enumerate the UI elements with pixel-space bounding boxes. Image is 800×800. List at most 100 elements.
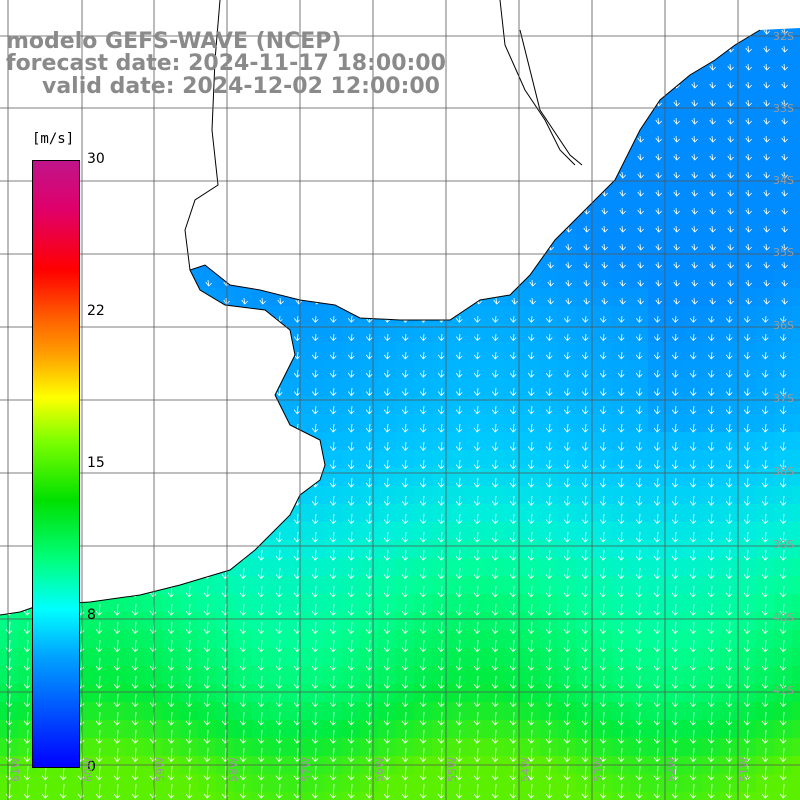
wind-speed-cell <box>738 486 756 504</box>
wind-speed-cell <box>612 612 630 630</box>
wind-speed-cell <box>540 486 558 504</box>
wind-speed-cell <box>144 738 162 756</box>
wind-speed-cell <box>198 684 216 702</box>
wind-speed-cell <box>720 72 738 90</box>
wind-speed-cell <box>774 720 792 738</box>
wind-speed-cell <box>612 396 630 414</box>
wind-speed-cell <box>360 522 378 540</box>
wind-speed-cell <box>360 414 378 432</box>
wind-speed-cell <box>126 684 144 702</box>
wind-speed-cell <box>684 270 702 288</box>
wind-speed-cell <box>270 630 288 648</box>
wind-speed-cell <box>594 198 612 216</box>
wind-speed-cell <box>540 522 558 540</box>
wind-speed-cell <box>414 684 432 702</box>
wind-speed-cell <box>738 306 756 324</box>
wind-speed-cell <box>756 540 774 558</box>
wind-speed-cell <box>792 360 800 378</box>
wind-speed-cell <box>306 486 324 504</box>
wind-speed-cell <box>702 180 720 198</box>
wind-speed-cell <box>648 432 666 450</box>
wind-speed-cell <box>324 504 342 522</box>
wind-speed-cell <box>684 468 702 486</box>
wind-speed-cell <box>360 684 378 702</box>
wind-speed-cell <box>792 558 800 576</box>
wind-speed-cell <box>774 576 792 594</box>
wind-speed-cell <box>774 450 792 468</box>
wind-speed-cell <box>684 378 702 396</box>
wind-speed-cell <box>414 558 432 576</box>
wind-speed-cell <box>468 522 486 540</box>
wind-speed-cell <box>666 432 684 450</box>
wind-speed-cell <box>396 522 414 540</box>
wind-speed-cell <box>162 594 180 612</box>
wind-speed-cell <box>378 684 396 702</box>
wind-speed-cell <box>630 216 648 234</box>
wind-speed-cell <box>720 234 738 252</box>
wind-speed-cell <box>630 648 648 666</box>
wind-speed-cell <box>0 774 18 792</box>
wind-speed-cell <box>774 324 792 342</box>
wind-speed-cell <box>684 504 702 522</box>
wind-speed-cell <box>198 774 216 792</box>
wind-speed-cell <box>522 540 540 558</box>
wind-speed-cell <box>702 126 720 144</box>
wind-speed-cell <box>540 666 558 684</box>
wind-speed-cell <box>216 576 234 594</box>
wind-speed-cell <box>702 486 720 504</box>
wind-speed-cell <box>576 306 594 324</box>
wind-speed-cell <box>342 558 360 576</box>
wind-speed-cell <box>252 594 270 612</box>
wind-speed-cell <box>684 216 702 234</box>
wind-speed-cell <box>594 270 612 288</box>
wind-speed-cell <box>576 522 594 540</box>
wind-speed-cell <box>720 738 738 756</box>
wind-speed-cell <box>558 324 576 342</box>
wind-speed-cell <box>630 270 648 288</box>
wind-speed-cell <box>234 612 252 630</box>
wind-speed-cell <box>396 630 414 648</box>
wind-speed-cell <box>252 612 270 630</box>
wind-speed-cell <box>666 270 684 288</box>
wind-speed-cell <box>756 252 774 270</box>
wind-speed-cell <box>594 486 612 504</box>
wind-speed-cell <box>756 90 774 108</box>
wind-speed-cell <box>720 468 738 486</box>
wind-speed-cell <box>702 432 720 450</box>
wind-speed-cell <box>684 720 702 738</box>
wind-speed-cell <box>414 666 432 684</box>
wind-speed-cell <box>414 378 432 396</box>
wind-speed-cell <box>612 558 630 576</box>
wind-speed-cell <box>738 540 756 558</box>
wind-speed-cell <box>738 216 756 234</box>
wind-speed-cell <box>738 468 756 486</box>
wind-speed-cell <box>792 306 800 324</box>
wind-speed-cell <box>792 594 800 612</box>
wind-speed-cell <box>720 288 738 306</box>
wind-speed-cell <box>36 774 54 792</box>
wind-speed-cell <box>324 396 342 414</box>
wind-speed-cell <box>270 540 288 558</box>
wind-speed-cell <box>324 324 342 342</box>
longitude-label: 58W <box>227 757 240 782</box>
wind-speed-cell <box>468 396 486 414</box>
wind-speed-cell <box>576 666 594 684</box>
wind-speed-cell <box>666 234 684 252</box>
wind-speed-cell <box>720 306 738 324</box>
wind-speed-cell <box>792 684 800 702</box>
wind-speed-cell <box>648 720 666 738</box>
wind-speed-cell <box>288 666 306 684</box>
wind-speed-cell <box>126 720 144 738</box>
wind-speed-cell <box>630 306 648 324</box>
wind-speed-cell <box>396 738 414 756</box>
wind-speed-cell <box>684 594 702 612</box>
wind-speed-cell <box>198 576 216 594</box>
wind-speed-cell <box>630 738 648 756</box>
colorbar <box>32 160 80 768</box>
wind-speed-cell <box>684 738 702 756</box>
wind-speed-cell <box>648 360 666 378</box>
wind-speed-cell <box>576 378 594 396</box>
wind-speed-cell <box>738 234 756 252</box>
wind-speed-cell <box>414 738 432 756</box>
wind-speed-cell <box>126 612 144 630</box>
